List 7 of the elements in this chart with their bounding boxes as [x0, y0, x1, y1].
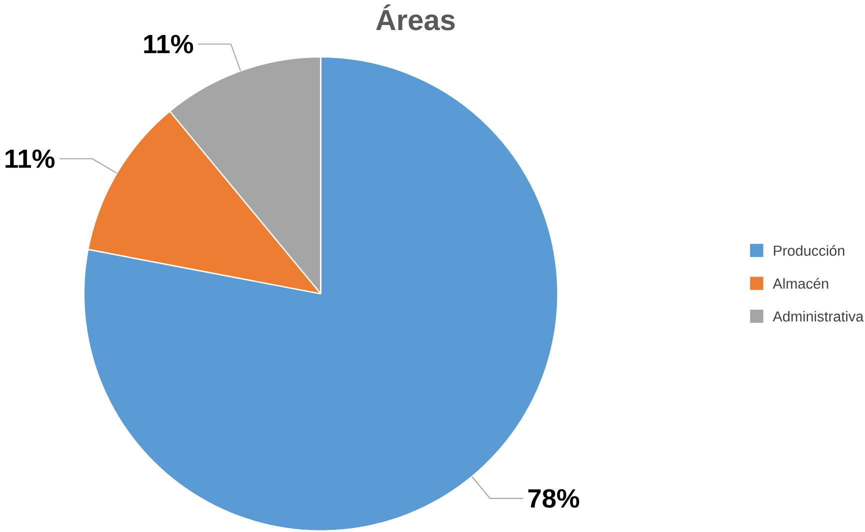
legend-label: Administrativa — [772, 311, 864, 322]
legend-label: Producción — [774, 245, 844, 256]
data-label: 11% — [144, 35, 194, 54]
legend-label: Almacén — [772, 278, 828, 289]
data-label: 11% — [6, 150, 55, 168]
chart-title: Áreas — [376, 4, 455, 31]
data-label: 78% — [528, 489, 580, 508]
